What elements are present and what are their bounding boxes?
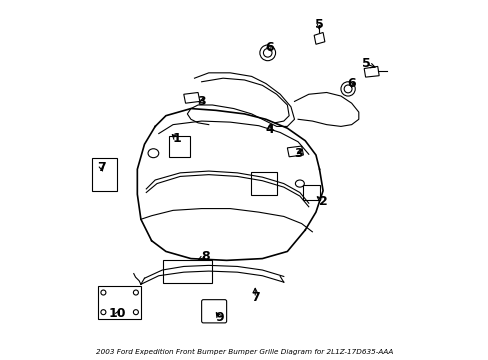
Text: 10: 10 (109, 307, 126, 320)
Text: 7: 7 (97, 161, 106, 174)
Text: 5: 5 (314, 18, 323, 31)
Text: 9: 9 (215, 311, 224, 324)
Text: 4: 4 (264, 123, 273, 136)
Text: 2: 2 (318, 195, 327, 208)
Text: 8: 8 (201, 250, 209, 263)
Text: 6: 6 (264, 41, 273, 54)
Text: 5: 5 (361, 57, 369, 71)
Text: 1: 1 (172, 132, 181, 145)
Text: 3: 3 (293, 147, 302, 160)
Text: 3: 3 (197, 95, 205, 108)
Text: 6: 6 (346, 77, 355, 90)
Text: 2003 Ford Expedition Front Bumper Bumper Grille Diagram for 2L1Z-17D635-AAA: 2003 Ford Expedition Front Bumper Bumper… (96, 349, 392, 355)
Text: 7: 7 (250, 291, 259, 305)
